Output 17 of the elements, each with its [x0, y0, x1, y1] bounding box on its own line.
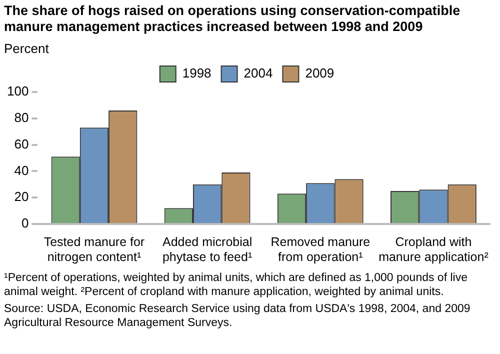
y-tick-label: 40	[14, 162, 29, 178]
y-axis-title: Percent	[3, 40, 50, 56]
legend-label: 2004	[244, 66, 273, 81]
y-tick-label: 100	[6, 84, 29, 99]
y-tick-label: 60	[14, 136, 29, 152]
text: ¹Percent of operations, weighted by animal units, which are defined as 1,000 pounds of live animal weight. ²Percent of cropland with manure application, weighted by animal units.	[3, 271, 468, 299]
y-tick-label: 80	[14, 110, 29, 125]
chart-title: The share of hogs raised on operations using conservation-compatible manure management practices increased between 1998 and 2009	[3, 2, 462, 35]
source-note: Source: USDA, Economic Research Service using data from USDA's 1998, 2004, and 2009 Agricultural Resource Management Surveys.	[3, 302, 472, 330]
x-tick-label: Cropland with manure application²	[378, 234, 488, 264]
legend-label: 1998	[182, 66, 212, 81]
x-tick-label: Tested manure for nitrogen content¹	[44, 234, 145, 264]
legend-label: 2009	[305, 66, 334, 81]
y-tick-label: 0	[21, 216, 29, 231]
y-tick-label: 20	[14, 189, 29, 204]
x-tick-label: Added microbial phytase to feed¹	[162, 234, 252, 264]
x-tick-label: Removed manure from operation¹	[270, 234, 370, 264]
